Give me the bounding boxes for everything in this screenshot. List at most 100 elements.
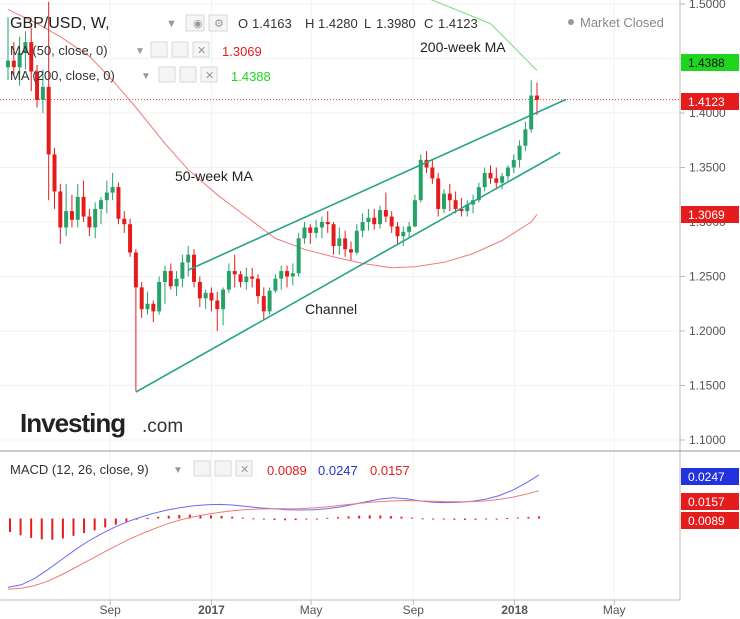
macd-bar bbox=[326, 517, 329, 519]
svg-text:✕: ✕ bbox=[197, 45, 206, 57]
logo-wordmark: Investing bbox=[20, 408, 125, 438]
candle bbox=[23, 31, 28, 70]
badge-macd: 0.0247 bbox=[681, 468, 739, 485]
candle bbox=[203, 289, 208, 310]
macd-bar bbox=[104, 518, 107, 528]
macd-bar bbox=[347, 516, 350, 519]
macd-bar bbox=[485, 518, 488, 520]
candle bbox=[383, 192, 388, 222]
time-axis-tick: May bbox=[603, 603, 626, 617]
candle bbox=[99, 196, 104, 225]
svg-text:Market Closed: Market Closed bbox=[580, 15, 664, 30]
price-axis-tick: 1.1500 bbox=[689, 379, 726, 393]
macd-bar bbox=[40, 518, 43, 540]
ma50-line bbox=[7, 8, 538, 269]
candle bbox=[139, 281, 144, 318]
candle bbox=[186, 245, 191, 277]
candle bbox=[500, 172, 505, 190]
candle bbox=[308, 224, 313, 244]
annotation-50-week-ma: 50-week MA bbox=[175, 168, 253, 184]
candle bbox=[441, 189, 446, 214]
candle bbox=[157, 276, 162, 315]
market-status: Market Closed bbox=[568, 15, 664, 30]
gear-icon[interactable] bbox=[214, 460, 232, 477]
macd-bar bbox=[93, 518, 96, 531]
candle bbox=[64, 183, 69, 237]
badge-last-price: 1.4123 bbox=[681, 93, 739, 110]
time-axis[interactable]: Sep 2017 May Sep 2018 May bbox=[99, 600, 626, 617]
gear-icon[interactable] bbox=[179, 66, 197, 83]
candle bbox=[174, 271, 179, 297]
candle bbox=[128, 218, 133, 257]
svg-text:0.0089: 0.0089 bbox=[688, 514, 725, 528]
candle bbox=[261, 287, 266, 321]
channel-upper-line bbox=[187, 98, 567, 271]
time-axis-tick: 2018 bbox=[501, 603, 528, 617]
svg-text:C: C bbox=[424, 16, 433, 31]
annotation-channel: Channel bbox=[305, 301, 357, 317]
macd-bar bbox=[231, 516, 234, 519]
candle bbox=[331, 222, 336, 255]
macd-bar bbox=[51, 518, 54, 540]
price-axis-tick: 1.1000 bbox=[689, 433, 726, 447]
gear-icon[interactable] bbox=[208, 14, 228, 32]
ma50-legend[interactable]: MA (50, close, 0) ▼ ✕ 1.3069 bbox=[10, 41, 262, 59]
macd-bar bbox=[315, 518, 318, 520]
candle bbox=[151, 300, 156, 323]
price-axis-tick: 1.5000 bbox=[689, 0, 726, 11]
candle bbox=[319, 216, 324, 239]
close-icon[interactable] bbox=[235, 460, 253, 477]
annotation-200-week-ma: 200-week MA bbox=[420, 39, 506, 55]
candle bbox=[407, 222, 412, 238]
svg-text:1.4163: 1.4163 bbox=[252, 16, 292, 31]
eye-icon[interactable] bbox=[185, 14, 205, 32]
chevron-down-icon[interactable]: ▼ bbox=[135, 46, 145, 57]
candle bbox=[209, 287, 214, 312]
eye-icon[interactable] bbox=[193, 460, 211, 477]
svg-text:✕: ✕ bbox=[240, 464, 249, 476]
macd-bar bbox=[273, 518, 276, 520]
macd-bar bbox=[495, 518, 498, 520]
candle bbox=[110, 172, 115, 201]
symbol-legend[interactable]: GBP/USD, W, ▼ ◉ ⚙ O 1.4163 H 1.4280 L 1.… bbox=[10, 14, 478, 32]
ma200-legend[interactable]: MA (200, close, 0) ▼ ✕ 1.4388 bbox=[10, 66, 271, 84]
candle bbox=[6, 17, 10, 81]
close-icon[interactable] bbox=[192, 41, 210, 58]
svg-text:✕: ✕ bbox=[205, 70, 214, 82]
close-icon[interactable] bbox=[200, 66, 218, 83]
eye-icon[interactable] bbox=[150, 41, 168, 58]
candle bbox=[11, 42, 16, 75]
candle bbox=[302, 222, 307, 244]
chevron-down-icon[interactable]: ▼ bbox=[173, 465, 183, 476]
chevron-down-icon[interactable]: ▼ bbox=[141, 71, 151, 82]
gear-icon[interactable] bbox=[171, 41, 189, 58]
time-axis-tick: Sep bbox=[99, 603, 121, 617]
macd-bar bbox=[83, 518, 86, 534]
macd-bar bbox=[178, 514, 181, 519]
macd-bar bbox=[241, 517, 244, 519]
macd-bar bbox=[400, 516, 403, 519]
signal-line bbox=[7, 490, 540, 590]
candle bbox=[354, 224, 359, 255]
macd-bar bbox=[527, 516, 530, 519]
macd-bar bbox=[252, 518, 255, 520]
candle bbox=[378, 205, 383, 229]
chevron-down-icon[interactable]: ▼ bbox=[166, 18, 177, 30]
macd-bar bbox=[9, 518, 11, 532]
symbol-title[interactable]: GBP/USD, W, bbox=[10, 15, 110, 32]
candle bbox=[104, 180, 109, 214]
macd-legend[interactable]: MACD (12, 26, close, 9) ▼ ✕ 0.0089 0.024… bbox=[10, 460, 410, 478]
candle bbox=[343, 230, 348, 257]
macd-bar bbox=[368, 515, 371, 519]
candle bbox=[250, 267, 255, 288]
candle bbox=[471, 194, 476, 214]
eye-icon[interactable] bbox=[158, 66, 176, 83]
investing-logo: Investing .com bbox=[20, 408, 183, 438]
candle bbox=[337, 227, 342, 255]
svg-text:0.0089: 0.0089 bbox=[267, 463, 307, 478]
badge-ma200: 1.4388 bbox=[681, 54, 739, 71]
badge-histogram: 0.0089 bbox=[681, 512, 739, 529]
candle bbox=[517, 140, 522, 168]
macd-histogram bbox=[9, 514, 540, 540]
candle bbox=[535, 82, 539, 116]
